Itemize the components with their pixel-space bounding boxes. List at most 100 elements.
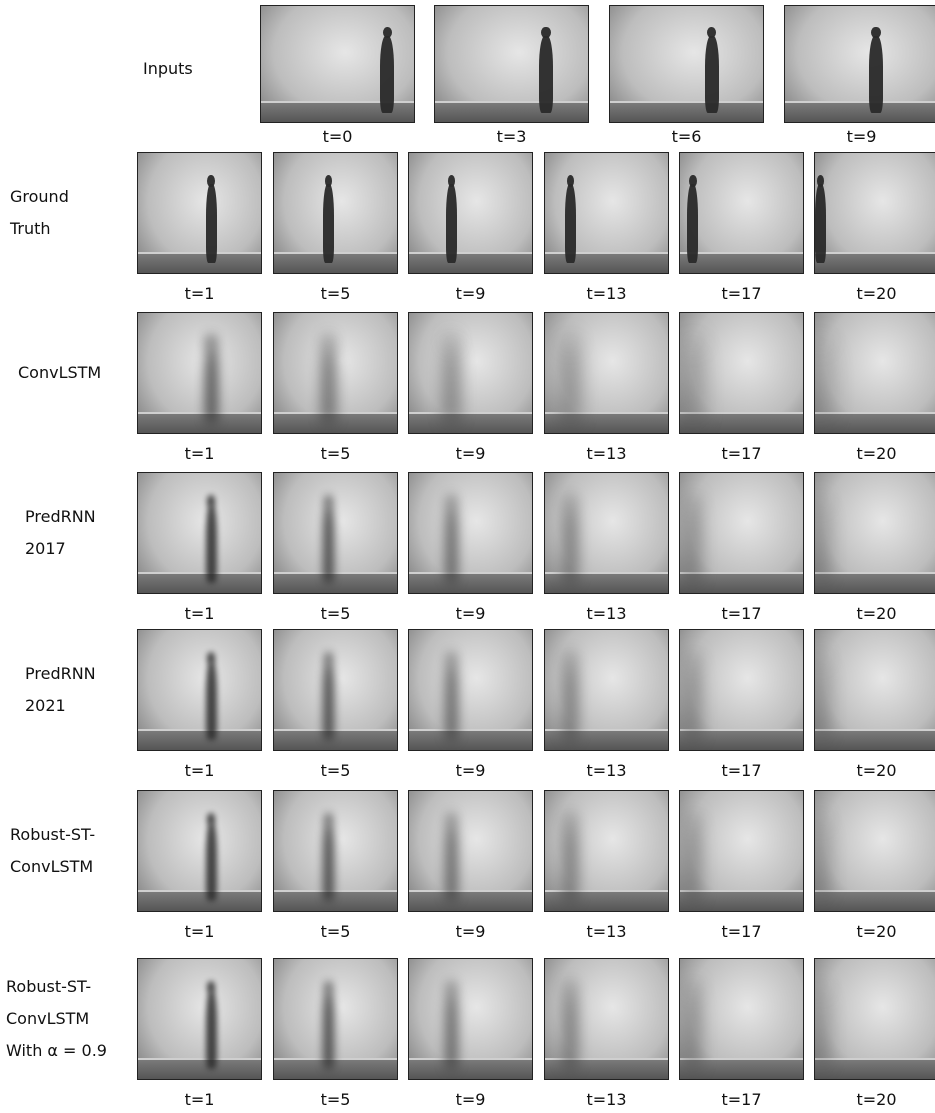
- frame-label: t=13: [586, 1090, 627, 1109]
- frame-image: [273, 312, 398, 434]
- row-label-line: 2017: [25, 539, 66, 558]
- floor: [409, 889, 532, 911]
- head: [207, 334, 215, 347]
- row-label: ConvLSTM: [18, 357, 101, 389]
- person: [205, 661, 217, 741]
- person: [323, 184, 335, 264]
- row-label-line: Robust-ST-: [10, 825, 96, 844]
- frame-label: t=13: [586, 922, 627, 941]
- floor: [435, 101, 588, 122]
- person: [380, 36, 395, 113]
- row-label: PredRNN 2017: [25, 501, 96, 565]
- head: [689, 812, 697, 825]
- floor: [138, 411, 261, 433]
- person: [445, 822, 457, 902]
- frame-image: [137, 629, 262, 751]
- frame-label: t=17: [721, 1090, 762, 1109]
- row-label-line: PredRNN: [25, 507, 96, 526]
- person: [564, 344, 576, 424]
- floor: [815, 728, 935, 750]
- floor: [680, 411, 803, 433]
- floor: [545, 251, 668, 273]
- frame-image: [273, 958, 398, 1080]
- frame-image: [679, 472, 804, 594]
- frame-image: [544, 629, 669, 751]
- person: [815, 344, 827, 424]
- frame-label: t=17: [721, 284, 762, 303]
- floor: [138, 889, 261, 911]
- frame-image: [408, 312, 533, 434]
- person: [205, 184, 217, 264]
- head: [816, 812, 825, 825]
- frame-image: [814, 629, 935, 751]
- frame-image: [814, 472, 935, 594]
- frame-label: t=13: [586, 761, 627, 780]
- person: [323, 990, 335, 1070]
- person: [687, 504, 699, 584]
- head: [207, 651, 215, 664]
- row-label-line: ConvLSTM: [18, 363, 102, 382]
- floor: [680, 251, 803, 273]
- head: [541, 26, 551, 39]
- frame-image: [408, 790, 533, 912]
- frame-image: [273, 152, 398, 274]
- frame-label: t=0: [322, 127, 353, 146]
- frame-label: t=1: [184, 444, 215, 463]
- head: [816, 174, 825, 187]
- frame-image: [814, 312, 935, 434]
- frame-label: t=9: [455, 761, 486, 780]
- person: [687, 822, 699, 902]
- frame-label: t=17: [721, 604, 762, 623]
- row-label: Inputs: [143, 53, 193, 85]
- row-label: PredRNN 2021: [25, 658, 96, 722]
- person: [564, 661, 576, 741]
- person: [687, 184, 699, 264]
- frame-image: [544, 152, 669, 274]
- head: [447, 174, 456, 187]
- head: [325, 494, 333, 507]
- floor: [409, 251, 532, 273]
- head: [566, 651, 574, 664]
- head: [707, 26, 717, 39]
- frame-image: [408, 152, 533, 274]
- frame-image: [137, 958, 262, 1080]
- head: [325, 812, 333, 825]
- frame-image: [544, 790, 669, 912]
- floor: [274, 251, 397, 273]
- head: [382, 26, 392, 39]
- row-label-line: Truth: [10, 219, 51, 238]
- floor: [138, 728, 261, 750]
- frame-label: t=5: [320, 1090, 351, 1109]
- frame-label: t=1: [184, 761, 215, 780]
- frame-image: [784, 5, 935, 123]
- floor: [815, 411, 935, 433]
- head: [207, 980, 215, 993]
- frame-image: [814, 790, 935, 912]
- floor: [545, 411, 668, 433]
- floor: [680, 571, 803, 593]
- person: [815, 990, 827, 1070]
- frame-image: [544, 312, 669, 434]
- person: [704, 36, 719, 113]
- floor: [785, 101, 935, 122]
- person: [564, 822, 576, 902]
- head: [816, 494, 825, 507]
- row-label-line: ConvLSTM: [6, 1009, 90, 1028]
- frame-image: [273, 472, 398, 594]
- head: [816, 334, 825, 347]
- head: [325, 174, 333, 187]
- row-label-line: ConvLSTM: [10, 857, 94, 876]
- head: [689, 334, 697, 347]
- frame-label: t=5: [320, 761, 351, 780]
- head: [447, 494, 456, 507]
- person: [687, 344, 699, 424]
- floor: [815, 889, 935, 911]
- floor: [138, 1057, 261, 1079]
- head: [689, 494, 697, 507]
- frame-image: [609, 5, 764, 123]
- frame-label: t=9: [455, 604, 486, 623]
- head: [816, 651, 825, 664]
- frame-image: [434, 5, 589, 123]
- person: [445, 184, 457, 264]
- frame-label: t=5: [320, 604, 351, 623]
